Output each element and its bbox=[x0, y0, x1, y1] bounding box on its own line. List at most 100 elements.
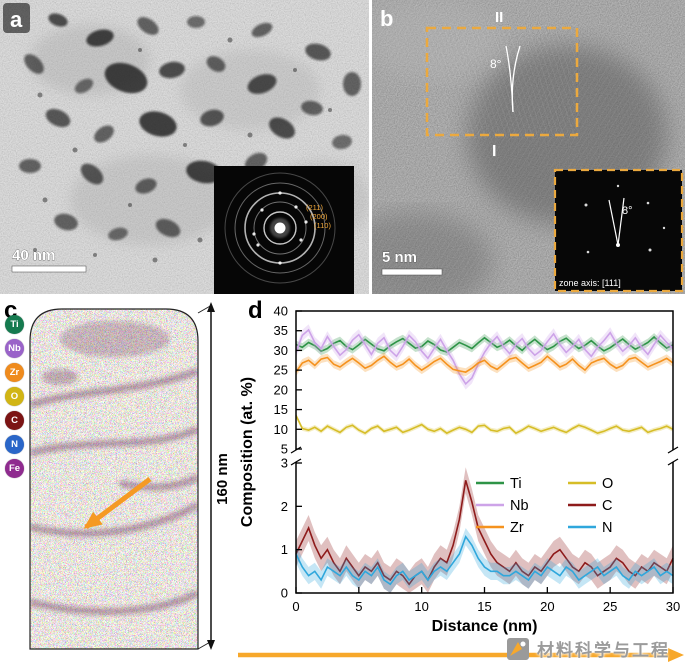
apt-volume: 160 nm bbox=[29, 302, 231, 650]
apt-legend-chip-Fe: Fe bbox=[5, 459, 24, 478]
panel-letter-a: a bbox=[10, 7, 23, 32]
scale-bar-b bbox=[381, 268, 443, 276]
top-solute-cluster bbox=[60, 321, 170, 357]
tem-speckles bbox=[33, 37, 332, 263]
dislocation-pointer-arrow bbox=[83, 477, 152, 529]
y-tick-label: 40 bbox=[274, 304, 288, 319]
panel-letter-d: d bbox=[248, 297, 263, 324]
series-line-Ti bbox=[295, 335, 674, 353]
error-band-C bbox=[296, 467, 673, 593]
scale-bar-label-a: 40 nm bbox=[12, 247, 55, 264]
misorientation-angle-label: 8° bbox=[490, 57, 502, 71]
y-tick-label: 15 bbox=[274, 402, 288, 417]
x-tick-label: 20 bbox=[540, 599, 554, 614]
panel-c-apt-reconstruction: c Ti Nb Zr O C N Fe bbox=[0, 297, 236, 670]
apt-box-outline bbox=[29, 308, 199, 650]
grain-label-II: II bbox=[495, 9, 503, 26]
axis-break-mark bbox=[667, 458, 679, 466]
error-band-Ti bbox=[296, 333, 673, 356]
apt-legend-chip-Zr: Zr bbox=[5, 363, 24, 382]
y-tick-label: 25 bbox=[274, 363, 288, 378]
x-tick-label: 30 bbox=[666, 599, 680, 614]
error-band-Zr bbox=[296, 352, 673, 377]
panel-d-composition-profile: d 5 10 15 20 25 30 35 40 0 1 2 3 0 5 10 15 20 25 30 Composi… bbox=[236, 297, 685, 646]
axis-break-mark bbox=[290, 458, 302, 466]
scale-bar-a bbox=[11, 265, 87, 273]
panel-letter-badge-a bbox=[3, 3, 30, 33]
watermark-text: 材料科学与工程 bbox=[537, 641, 670, 660]
ring-label-110: (110) bbox=[314, 221, 331, 230]
series-line-O bbox=[295, 415, 674, 435]
scale-bar-label-b: 5 nm bbox=[382, 249, 417, 266]
watermark-logo bbox=[507, 637, 529, 660]
grain-label-I: I bbox=[492, 143, 496, 160]
distance-direction-arrow bbox=[238, 648, 684, 662]
dashed-region-box bbox=[425, 26, 579, 137]
apt-legend-chip-Ti: Ti bbox=[5, 315, 24, 334]
series-line-Nb bbox=[295, 328, 674, 386]
y-tick-label: 35 bbox=[274, 323, 288, 338]
apt-legend-chip-O: O bbox=[5, 387, 24, 406]
diffraction-inset: (211) (200) (110) bbox=[214, 166, 354, 294]
x-tick-label: 5 bbox=[355, 599, 362, 614]
y-tick-label: 2 bbox=[281, 499, 288, 514]
x-tick-label: 15 bbox=[477, 599, 491, 614]
x-tick-label: 0 bbox=[292, 599, 299, 614]
hrtem-micrograph: II 8° I 8° zone axis: [111] bbox=[372, 0, 685, 294]
series-line-Zr bbox=[295, 355, 674, 373]
height-arrow-head-bottom bbox=[207, 640, 215, 650]
lattice-fringes-2 bbox=[420, 26, 578, 138]
error-band-N bbox=[296, 528, 673, 593]
apt-legend-chip-N: N bbox=[5, 435, 24, 454]
error-band-O bbox=[296, 413, 673, 436]
series-line-C bbox=[295, 480, 674, 586]
y-tick-label: 20 bbox=[274, 382, 288, 397]
dislocation-bands bbox=[30, 367, 198, 615]
fft-zone-axis-label: zone axis: [111] bbox=[559, 278, 621, 288]
apt-legend-chip-Nb: Nb bbox=[5, 339, 24, 358]
legend-label-Nb: Nb bbox=[510, 498, 529, 514]
diffraction-center-beam bbox=[274, 222, 286, 234]
ring-label-211: (211) bbox=[306, 203, 323, 212]
fft-angle-label: 8° bbox=[622, 205, 633, 217]
apt-box-perspective-lines bbox=[197, 304, 213, 650]
fft-spots bbox=[584, 184, 666, 254]
panel-a-tem-image: (211) (200) (110) 40 nm a bbox=[0, 0, 369, 294]
fft-center-spot bbox=[616, 243, 620, 247]
x-axis-title: Distance (nm) bbox=[432, 618, 538, 635]
y-tick-label: 30 bbox=[274, 343, 288, 358]
diffraction-ring-index-labels: (211) (200) (110) bbox=[306, 203, 331, 230]
y-tick-label: 0 bbox=[281, 586, 288, 601]
x-tick-label: 25 bbox=[603, 599, 617, 614]
y-tick-label: 5 bbox=[281, 442, 288, 457]
legend-label-Ti: Ti bbox=[510, 476, 522, 492]
watermark: 材料科学与工程 bbox=[506, 636, 670, 661]
y-tick-label: 1 bbox=[281, 542, 288, 557]
y-axis-title: Composition (at. %) bbox=[239, 377, 256, 527]
fft-inset: 8° zone axis: [111] bbox=[553, 168, 684, 293]
diffraction-spots bbox=[252, 191, 308, 265]
apt-element-legend: Ti Nb Zr O C N Fe bbox=[5, 315, 24, 478]
axis-break-mark bbox=[667, 446, 679, 454]
fft-angle-lines bbox=[608, 197, 625, 246]
legend-label-Zr: Zr bbox=[510, 520, 524, 536]
solute-blob bbox=[42, 369, 78, 385]
legend-label-N: N bbox=[602, 520, 612, 536]
legend-label-O: O bbox=[602, 476, 613, 492]
x-tick-label: 10 bbox=[414, 599, 428, 614]
height-arrow-head-top bbox=[207, 302, 215, 312]
series-line-N bbox=[295, 535, 674, 586]
apt-legend-chip-C: C bbox=[5, 411, 24, 430]
panel-letter-b: b bbox=[380, 6, 393, 31]
ring-label-200: (200) bbox=[310, 212, 328, 221]
panel-b-hrtem-image: II 8° I 8° zone axis: [111] bbox=[372, 0, 685, 294]
apt-atom-cloud bbox=[30, 309, 198, 649]
misorientation-angle-lines bbox=[505, 45, 521, 113]
height-label: 160 nm bbox=[214, 453, 231, 505]
axis-break-mark bbox=[290, 446, 302, 454]
y-tick-label: 10 bbox=[274, 422, 288, 437]
tem-micrograph: (211) (200) (110) 40 nm a bbox=[0, 0, 369, 294]
legend-label-C: C bbox=[602, 498, 612, 514]
